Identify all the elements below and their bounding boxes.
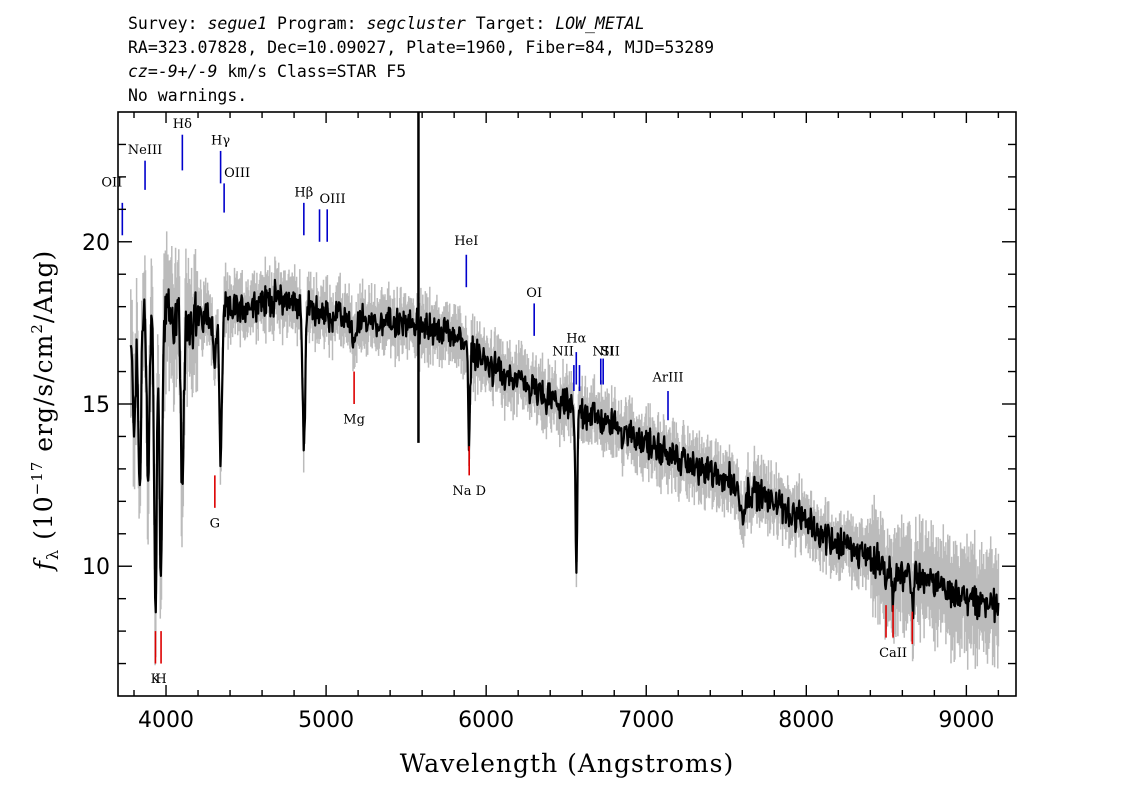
- y-label-open: (10: [29, 495, 58, 549]
- emission-line-label: Hδ: [173, 117, 192, 132]
- emission-line-label: HeI: [454, 234, 478, 249]
- emission-line-label: OIII: [224, 166, 250, 181]
- emission-line-label: NII: [592, 344, 614, 359]
- target-label: Target:: [475, 14, 546, 33]
- emission-line-label: Hβ: [294, 185, 313, 200]
- survey-value: segue1: [207, 14, 268, 33]
- y-label-end: /Ang): [29, 250, 58, 323]
- x-tick-label: 5000: [298, 708, 354, 733]
- y-tick-label: 10: [82, 555, 110, 580]
- emission-line-label: NII: [552, 344, 574, 359]
- axis-ticks: [118, 112, 1016, 696]
- emission-line-label: OIII: [320, 192, 346, 207]
- absorption-line-label: H: [155, 672, 166, 687]
- x-tick-label: 6000: [458, 708, 514, 733]
- header-line-4: No warnings.: [128, 86, 248, 105]
- cz-eq: =: [147, 62, 158, 81]
- y-label-f: f: [29, 557, 58, 572]
- flux-line: [129, 278, 1000, 624]
- absorption-line-label: G: [210, 516, 220, 531]
- x-tick-label: 4000: [138, 708, 194, 733]
- y-label-units: erg/s/cm: [29, 334, 58, 461]
- absorption-line-label: CaII: [879, 646, 907, 661]
- absorption-line-label: Mg: [343, 412, 365, 427]
- y-label-exp: −17: [28, 461, 46, 496]
- cz-label: cz: [128, 62, 148, 81]
- spectrum-header: Survey: segue1 Program: segcluster Targe…: [128, 12, 714, 108]
- target-value: LOW_METAL: [555, 14, 645, 33]
- x-tick-label: 8000: [778, 708, 834, 733]
- flux-series: [129, 112, 1000, 624]
- y-label-lambda: λ: [43, 549, 62, 560]
- program-value: segcluster: [366, 14, 466, 33]
- survey-label: Survey:: [128, 14, 198, 33]
- x-tick-label: 9000: [938, 708, 994, 733]
- emission-line-label: Hγ: [211, 133, 230, 148]
- emission-line-label: Hα: [566, 331, 586, 346]
- absorption-line-label: K: [151, 672, 161, 687]
- header-line-3: cz=-9+/-9 km/s Class=STAR F5: [128, 60, 714, 84]
- emission-line-label: NeIII: [128, 143, 162, 158]
- y-axis-label: fλ (10−17 erg/s/cm2/Ang): [28, 250, 62, 573]
- y-tick-label: 15: [82, 393, 110, 418]
- absorption-line-label: Na D: [452, 484, 486, 499]
- x-tick-label: 7000: [618, 708, 674, 733]
- y-label-exp2: 2: [28, 323, 46, 334]
- header-line-2: RA=323.07828, Dec=10.09027, Plate=1960, …: [128, 38, 715, 57]
- tick-labels: 4000 5000 6000 7000 8000 9000 10 15 20: [82, 231, 994, 733]
- header-line-1: Survey: segue1 Program: segcluster Targe…: [128, 12, 714, 36]
- emission-line-label: SII: [601, 344, 620, 359]
- cz-rest: km/s Class=STAR F5: [217, 62, 407, 81]
- y-tick-label: 20: [82, 231, 110, 256]
- emission-line-label: OI: [526, 286, 542, 301]
- program-label: Program:: [277, 14, 357, 33]
- emission-line-label: ArIII: [651, 370, 683, 385]
- emission-line-label: OII: [101, 176, 122, 191]
- cz-value: -9+/-9: [157, 62, 218, 81]
- x-axis-label: Wavelength (Angstroms): [400, 749, 734, 778]
